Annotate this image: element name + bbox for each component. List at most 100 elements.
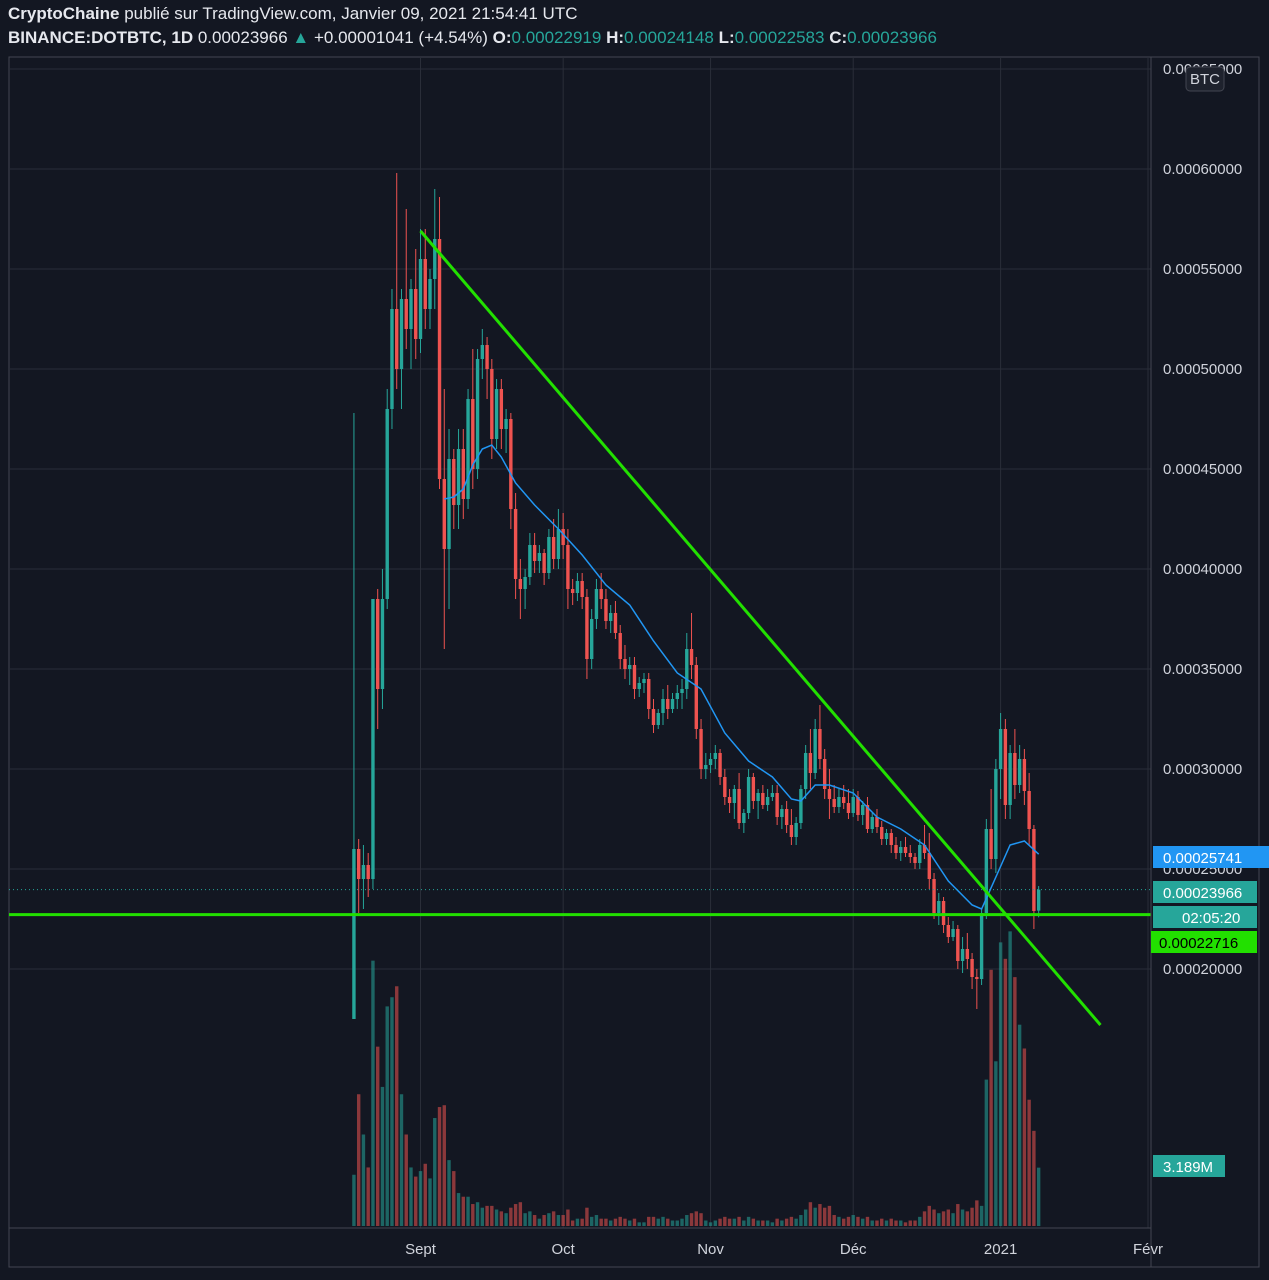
volume-bar [490, 1205, 494, 1226]
candle-body [846, 803, 851, 813]
candle-body [589, 619, 594, 659]
candle-body [442, 479, 446, 549]
candle-body [808, 753, 813, 773]
volume-bar [509, 1207, 513, 1226]
volume-bar [856, 1216, 860, 1226]
candle-body [414, 289, 418, 339]
candle-body [965, 949, 970, 959]
candle-body [632, 665, 637, 689]
price-axis[interactable]: 0.000200000.000250000.000300000.00035000… [1163, 61, 1242, 978]
time-tick-label: Nov [697, 1241, 724, 1258]
candle-body [385, 409, 389, 599]
symbol-label[interactable]: BINANCE:DOTBTC, 1D [8, 28, 194, 47]
volume-bar [984, 1079, 989, 1226]
volume-bar [537, 1218, 542, 1226]
candle-body [585, 597, 589, 659]
volume-bar [837, 1216, 841, 1226]
candle-body [561, 529, 565, 545]
candle-body [642, 679, 646, 683]
candle-body [637, 683, 641, 689]
close-label: C: [829, 28, 848, 47]
currency-badge[interactable]: BTC [1185, 66, 1225, 92]
ma-badge-text: 0.00025741 [1163, 850, 1242, 867]
volume-bar [628, 1220, 632, 1226]
volume-bar [884, 1220, 889, 1226]
volume-bar [861, 1218, 865, 1226]
price-tick-label: 0.00050000 [1163, 361, 1242, 378]
candle-body [661, 699, 665, 713]
volume-bar [666, 1218, 670, 1226]
candle-body [395, 309, 399, 369]
volume-bar [718, 1218, 722, 1226]
candle-body [675, 693, 679, 699]
candle-body [899, 847, 903, 853]
candle-body [1027, 791, 1031, 829]
moving-average-line [444, 444, 1040, 910]
candle-body [609, 613, 613, 621]
candle-body [913, 857, 917, 863]
price-tick-label: 0.00055000 [1163, 261, 1242, 278]
candle-body [594, 589, 599, 619]
candle-body [951, 929, 955, 937]
candle-body [889, 833, 893, 845]
candle-body [618, 633, 622, 659]
grid-lines [9, 57, 1151, 1228]
candle-body [694, 665, 698, 729]
volume-bar [380, 1086, 385, 1226]
candle-body [1017, 759, 1022, 785]
volume-bar [699, 1213, 703, 1226]
candle-body [713, 753, 718, 759]
volume-bar [575, 1218, 580, 1226]
volume-bar [642, 1222, 646, 1226]
volume-bar [775, 1218, 779, 1226]
volume-bar [851, 1215, 855, 1226]
volume-bar [870, 1220, 874, 1226]
candle-body [647, 679, 651, 709]
volume-bar [922, 1211, 927, 1226]
high-value: 0.00024148 [624, 28, 714, 47]
candle-body [466, 399, 470, 499]
candle-body [418, 259, 423, 339]
candle-body [751, 777, 756, 801]
candle-body [504, 419, 508, 429]
time-tick-label: Oct [551, 1241, 575, 1258]
volume-bar [742, 1220, 746, 1226]
candle-body [461, 449, 465, 499]
candle-body [960, 949, 965, 961]
candle-body [452, 459, 456, 505]
candle-body [1003, 729, 1008, 805]
volume-bar [661, 1216, 665, 1226]
ma-badge [1153, 846, 1269, 868]
candle-body [518, 579, 523, 589]
volume-bar [513, 1204, 518, 1226]
candle-body [922, 845, 927, 853]
support-badge [1151, 931, 1257, 953]
volume-bar [813, 1207, 817, 1226]
volume-bar [765, 1220, 770, 1226]
candle-body [390, 309, 394, 409]
volume-bar [1008, 931, 1012, 1226]
candle-body [356, 849, 361, 879]
candle-body [727, 797, 732, 803]
volume-bar [675, 1220, 679, 1226]
candle-body [818, 729, 822, 759]
volume-bar [794, 1218, 798, 1226]
candle-body [409, 289, 413, 329]
author-name[interactable]: CryptoChaine [8, 4, 120, 23]
candle-body [880, 827, 884, 839]
volume-bar [789, 1216, 794, 1226]
volume-bar [713, 1220, 718, 1226]
volume-bar [894, 1220, 898, 1226]
candle-body [623, 659, 627, 669]
candle-body [499, 389, 504, 429]
volume-bar [452, 1171, 456, 1226]
time-axis[interactable]: Sept Oct Nov Déc 2021 Févr [405, 1241, 1163, 1258]
volume-bar [689, 1213, 694, 1226]
candle-body [352, 849, 356, 1019]
price-tick-label: 0.00030000 [1163, 761, 1242, 778]
volume-bar [647, 1216, 651, 1226]
candle-body [799, 789, 803, 823]
volume-bar [371, 960, 375, 1226]
volume-bar [518, 1202, 523, 1226]
